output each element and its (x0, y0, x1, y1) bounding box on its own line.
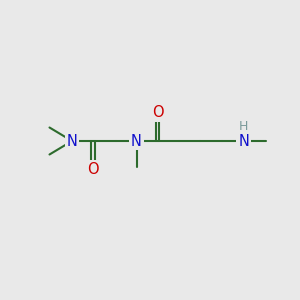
Text: O: O (87, 162, 99, 177)
Text: H: H (239, 119, 248, 133)
Text: N: N (238, 134, 249, 148)
Text: O: O (152, 105, 163, 120)
Text: N: N (67, 134, 77, 148)
Text: N: N (131, 134, 142, 148)
